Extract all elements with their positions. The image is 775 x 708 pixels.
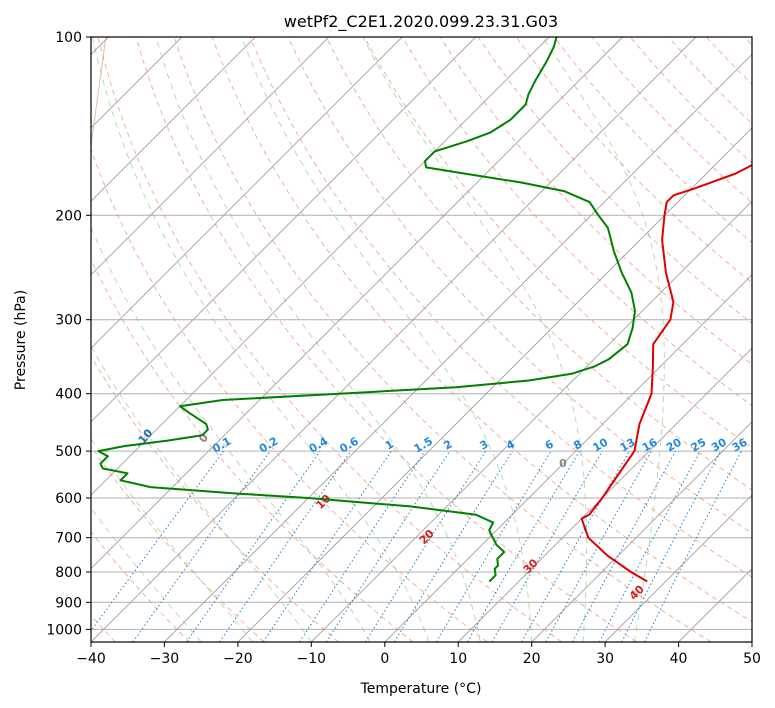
moist-adiabat-line	[91, 345, 312, 642]
y-axis-label: Pressure (hPa)	[13, 290, 29, 390]
moist-adiabat-line	[542, 37, 665, 642]
mixing-ratio-line	[91, 450, 225, 632]
isotherm-line	[91, 37, 256, 202]
dry-adiabat-line	[173, 37, 712, 642]
isotherm-line	[531, 421, 752, 642]
y-tick-label: 700	[55, 531, 82, 547]
x-tick-label: −40	[76, 651, 106, 667]
mixing-ratio-line	[545, 450, 652, 642]
y-tick-label: 200	[55, 208, 82, 224]
mixing-ratio-line	[132, 450, 271, 642]
dry-adiabat-line	[515, 37, 752, 284]
temperature-profile-line	[580, 163, 752, 583]
dry-adiabat-line	[91, 445, 265, 642]
x-tick-label: −20	[223, 651, 253, 667]
moist-adiabat-line	[91, 226, 371, 642]
mixing-ratio-line	[299, 450, 426, 642]
moist-adiabat-line	[92, 37, 430, 642]
dry-adiabat-line	[97, 37, 563, 642]
isotherm-line	[237, 127, 752, 642]
y-tick-label: 500	[55, 444, 82, 460]
y-tick-label: 100	[55, 30, 82, 46]
dry-adiabat-line	[91, 148, 488, 642]
moist-adiabat-label: 0	[559, 457, 567, 470]
mixing-ratio-line	[262, 450, 392, 642]
chart-title: wetPf2_C2E1.2020.099.23.31.G03	[284, 12, 558, 32]
mixing-ratio-line	[186, 450, 321, 642]
isotherm-line	[91, 37, 330, 276]
isotherm-line	[164, 53, 752, 642]
x-tick-label: −10	[297, 651, 327, 667]
y-tick-label: 600	[55, 491, 82, 507]
isotherm-line	[751, 641, 752, 642]
mixing-ratio-line	[219, 450, 352, 642]
mixing-ratio-line	[393, 450, 513, 642]
isotherm-line	[91, 37, 477, 423]
x-tick-label: 10	[449, 651, 467, 667]
y-tick-label: 800	[55, 565, 82, 581]
dry-adiabat-line	[91, 258, 414, 642]
mixing-ratio-line	[571, 450, 677, 642]
moist-adiabat-line	[91, 437, 253, 642]
dry-adiabat-line	[211, 37, 752, 623]
moist-adiabat-line	[362, 37, 588, 642]
dry-adiabat-line	[91, 531, 190, 642]
moist-adiabat-line	[241, 37, 533, 642]
x-tick-label: 40	[670, 651, 688, 667]
y-tick-label: 900	[55, 595, 82, 611]
axes: −40 −30 −20 −10 0 10 20 30 40 5010009008007006005…	[46, 30, 761, 667]
y-tick-label: 300	[55, 313, 82, 329]
isotherm-line	[91, 37, 697, 642]
isotherm-line	[91, 37, 550, 496]
isotherm-line	[91, 37, 403, 349]
dry-adiabat-line	[401, 37, 752, 407]
x-tick-label: 0	[380, 651, 389, 667]
plot-frame	[90, 36, 753, 643]
x-tick-label: 30	[596, 651, 614, 667]
x-tick-label: −30	[150, 651, 180, 667]
isotherm-line	[91, 37, 623, 570]
y-tick-label: 1000	[46, 622, 82, 638]
dry-adiabat-line	[91, 355, 339, 642]
isotherm-line	[457, 347, 752, 642]
plot-background	[91, 37, 752, 642]
dry-adiabat-line	[287, 37, 752, 534]
y-tick-label: 400	[55, 387, 82, 403]
isotherm-line	[604, 494, 752, 642]
x-tick-label: 50	[743, 651, 761, 667]
dry-adiabat-line	[135, 37, 637, 642]
dewpoint-profile-line	[97, 37, 636, 583]
isotherm-line	[384, 274, 752, 642]
moist-adiabat-line	[155, 37, 481, 642]
dry-adiabat-line	[439, 37, 752, 365]
mixing-ratio-line	[644, 450, 742, 642]
dry-adiabat-line	[249, 37, 752, 578]
mixing-ratio-line	[365, 450, 487, 642]
moist-adiabat-line	[91, 507, 202, 642]
x-axis-label: Temperature (°C)	[360, 681, 482, 697]
plot-area: 0.10.20.40.611.52346810131620253036-100-…	[91, 37, 752, 642]
x-tick-label: 20	[523, 651, 541, 667]
mixing-ratio-line	[325, 450, 451, 642]
